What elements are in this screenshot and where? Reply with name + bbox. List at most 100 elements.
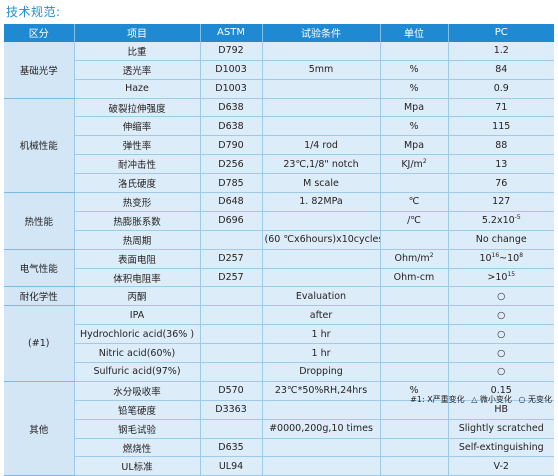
cell-astm [200,343,263,364]
cell-value: ○ [448,305,554,326]
cell-unit: Mpa [380,98,449,118]
cell-value: 0.15 [448,381,554,401]
cell-item: 弹性率 [74,135,201,156]
cell-condition: 23℃*50%RH,24hrs [262,381,381,401]
group-electrical: 电气性能 [4,249,75,288]
cell-condition: (60 ℃x6hours)x10cycles [262,230,381,250]
header-condition: 试验条件 [262,24,381,42]
cell-item: 表面电阻 [74,249,201,269]
cell-astm: D792 [200,41,263,61]
cell-unit [380,324,449,345]
cell-condition [262,79,381,99]
cell-astm [200,419,263,439]
cell-value: 71 [448,98,554,118]
table-row: UL标准 UL94 V-2 [4,456,554,476]
cell-astm: D696 [200,211,263,231]
table-row: 体积电阻率 D257 Ohm-cm >1015 [4,268,554,288]
header-unit: 单位 [380,24,449,42]
cell-value: ○ [448,324,554,345]
unit-sup: 2 [429,251,434,259]
header-item: 项目 [74,24,201,42]
header-category: 区分 [4,24,75,42]
cell-condition [262,268,381,288]
cell-value: 84 [448,60,554,80]
cell-item: IPA [74,305,201,326]
cell-unit: Ohm-cm [380,268,449,288]
spec-table: 区分 项目 ASTM 试验条件 单位 PC 基础光学 比重 D792 1.2 透… [4,24,554,476]
header-pc: PC [448,24,554,42]
cell-unit [380,305,449,326]
cell-value: >1015 [448,268,554,288]
cell-astm: D785 [200,173,263,194]
cell-condition: 1 hr [262,324,381,345]
legend-footnote: #1: X严重变化 △ 微小变化 ○ 无变化 [406,394,552,405]
cell-unit: ℃ [380,192,449,212]
cell-astm: D257 [200,249,263,269]
cell-astm [200,362,263,382]
value-sup: 15 [507,270,516,278]
cell-value: No change [448,230,554,250]
table-row: 基础光学 比重 D792 1.2 [4,41,554,99]
cell-item: 洛氏硬度 [74,173,201,194]
group-basic-optics: 基础光学 [4,41,75,99]
table-row: (#1) IPA after ○ [4,305,554,382]
cell-item: 比重 [74,41,201,61]
cell-astm [200,324,263,345]
cell-astm: D256 [200,154,263,175]
cell-astm: D638 [200,116,263,137]
value-mid: ~10 [499,253,520,265]
table-row: Haze D1003 % 0.9 [4,79,554,99]
page-title: 技术规范: [6,5,61,19]
cell-value: ○ [448,362,554,382]
cell-item: Nitric acid(60%) [74,343,201,364]
cell-condition: 23℃,1/8" notch [262,154,381,175]
cell-astm: D635 [200,438,263,458]
cell-unit [380,230,449,250]
cell-astm: D1003 [200,79,263,99]
cell-condition: Evaluation [262,286,381,307]
cell-item: 燃烧性 [74,438,201,458]
cell-item: 丙酮 [74,286,201,307]
table-row: 燃烧性 D635 Self-extinguishing [4,438,554,458]
cell-condition [262,211,381,231]
cell-unit: % [380,79,449,99]
cell-unit: /℃ [380,211,449,231]
cell-unit [380,286,449,307]
value-sup2: 8 [519,251,524,259]
cell-astm: D570 [200,381,263,401]
table-row: Sulfuric acid(97%) Dropping ○ [4,362,554,382]
cell-astm: D1003 [200,60,263,80]
cell-unit [380,173,449,194]
cell-value: ○ [448,286,554,307]
table-row: 透光率 D1003 5mm % 84 [4,60,554,80]
table-row: 伸缩率 D638 % 115 [4,116,554,137]
cell-item: 热膨胀系数 [74,211,201,231]
cell-unit [380,438,449,458]
cell-astm: D648 [200,192,263,212]
cell-astm: D638 [200,98,263,118]
cell-condition: #0000,200g,10 times [262,419,381,439]
cell-item: UL标准 [74,456,201,476]
group-chemical-note: (#1) [4,305,75,382]
cell-astm: D257 [200,268,263,288]
unit-text: Ohm/m [394,253,430,265]
value-text: 5.2x10 [481,215,515,227]
cell-value: 1.2 [448,41,554,61]
cell-value: Self-extinguishing [448,438,554,458]
cell-item: 水分吸收率 [74,381,201,401]
cell-value: 1016~108 [448,249,554,269]
cell-condition [262,438,381,458]
cell-condition: after [262,305,381,326]
cell-item: 破裂拉伸强度 [74,98,201,118]
table-row: Nitric acid(60%) 1 hr ○ [4,343,554,364]
cell-unit: Mpa [380,135,449,156]
cell-item: 透光率 [74,60,201,80]
cell-value: ○ [448,343,554,364]
group-thermal: 热性能 [4,192,75,250]
cell-astm: D3363 [200,400,263,420]
table-row: 机械性能 破裂拉伸强度 D638 Mpa 71 [4,98,554,194]
cell-condition [262,456,381,476]
cell-item: Hydrochloric acid(36% ) [74,324,201,345]
group-other: 其他 [4,381,75,476]
group-mechanical: 机械性能 [4,98,75,194]
